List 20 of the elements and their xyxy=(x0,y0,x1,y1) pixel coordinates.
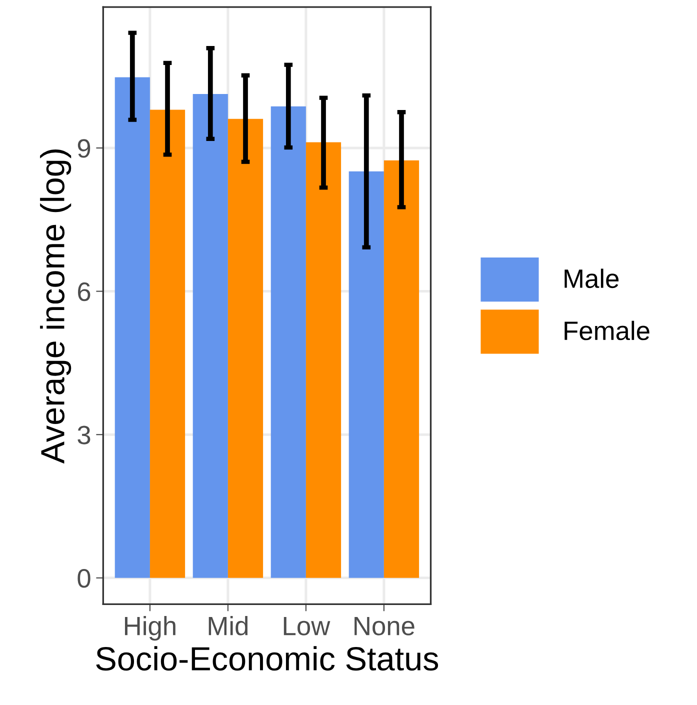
bar xyxy=(306,142,342,578)
x-tick-label: Low xyxy=(284,616,330,636)
y-tick-label: 6 xyxy=(78,282,90,302)
y-tick-label: 3 xyxy=(78,426,90,444)
y-axis-title: Average income (log) xyxy=(40,150,72,464)
bar xyxy=(270,106,306,578)
x-tick-label: Mid xyxy=(208,616,248,636)
x-axis-title: Socio-Economic Status xyxy=(96,646,438,671)
bar xyxy=(348,171,384,578)
bar xyxy=(228,118,264,578)
bar xyxy=(150,110,186,578)
y-tick-label: 0 xyxy=(78,569,90,588)
x-tick-label: High xyxy=(124,616,176,641)
bar xyxy=(192,94,228,578)
x-tick-label: None xyxy=(354,616,414,636)
bar xyxy=(384,160,420,578)
y-tick-label: 9 xyxy=(78,139,90,158)
legend-label: Male xyxy=(564,268,619,288)
legend-label: Female xyxy=(564,320,650,340)
bar xyxy=(114,77,150,578)
